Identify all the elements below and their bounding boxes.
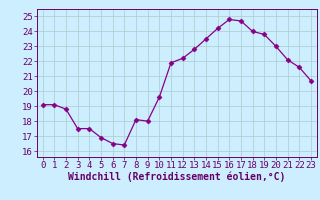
X-axis label: Windchill (Refroidissement éolien,°C): Windchill (Refroidissement éolien,°C) (68, 172, 285, 182)
